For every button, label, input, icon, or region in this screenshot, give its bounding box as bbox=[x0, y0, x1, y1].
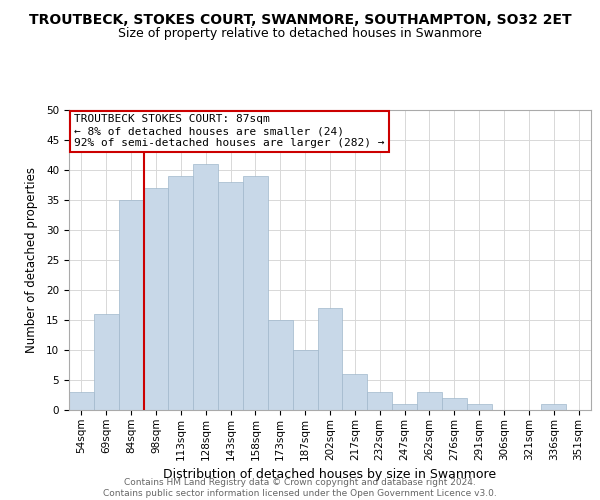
Bar bbox=[392, 404, 417, 410]
Text: TROUTBECK, STOKES COURT, SWANMORE, SOUTHAMPTON, SO32 2ET: TROUTBECK, STOKES COURT, SWANMORE, SOUTH… bbox=[29, 12, 571, 26]
Bar bbox=[317, 308, 343, 410]
Bar bbox=[541, 404, 566, 410]
Bar bbox=[69, 392, 94, 410]
Bar bbox=[268, 320, 293, 410]
Text: Contains HM Land Registry data © Crown copyright and database right 2024.
Contai: Contains HM Land Registry data © Crown c… bbox=[103, 478, 497, 498]
Y-axis label: Number of detached properties: Number of detached properties bbox=[25, 167, 38, 353]
Bar bbox=[143, 188, 169, 410]
Text: Size of property relative to detached houses in Swanmore: Size of property relative to detached ho… bbox=[118, 28, 482, 40]
Bar bbox=[119, 200, 143, 410]
Bar bbox=[467, 404, 491, 410]
Bar bbox=[193, 164, 218, 410]
Bar bbox=[367, 392, 392, 410]
Bar bbox=[343, 374, 367, 410]
X-axis label: Distribution of detached houses by size in Swanmore: Distribution of detached houses by size … bbox=[163, 468, 497, 481]
Bar bbox=[169, 176, 193, 410]
Bar bbox=[417, 392, 442, 410]
Bar bbox=[218, 182, 243, 410]
Bar bbox=[243, 176, 268, 410]
Bar bbox=[293, 350, 317, 410]
Bar bbox=[94, 314, 119, 410]
Bar bbox=[442, 398, 467, 410]
Text: TROUTBECK STOKES COURT: 87sqm
← 8% of detached houses are smaller (24)
92% of se: TROUTBECK STOKES COURT: 87sqm ← 8% of de… bbox=[74, 114, 385, 148]
